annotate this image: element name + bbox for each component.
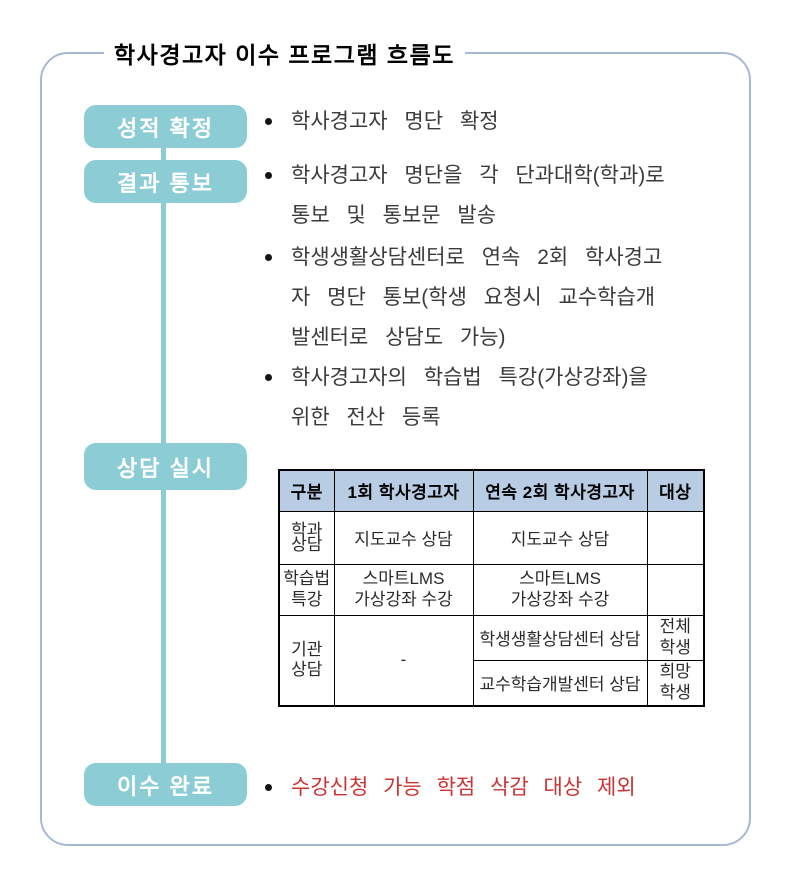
table-header-category: 구분	[278, 469, 335, 512]
note-item: 학생생활상담센터로 연속 2회 학사경고 자 명단 통보(학생 요청시 교수학습…	[265, 238, 761, 358]
table-row-institution-counseling-2: 교수학습개발센터 상담 희망 학생	[279, 659, 705, 707]
table-cell: 전체 학생	[646, 614, 705, 661]
table-cell: 학습법 특강	[278, 563, 335, 616]
bullet-icon	[265, 254, 272, 261]
note-text: 학사경고자 명단 확정	[291, 110, 499, 133]
note-item: 학사경고자의 학습법 특강(가상강좌)을 위한 전산 등록	[265, 358, 761, 438]
counseling-table: 구분 1회 학사경고자 연속 2회 학사경고자 대상 학과 상담 지도교수 상담…	[278, 469, 705, 707]
table-header-row: 구분 1회 학사경고자 연속 2회 학사경고자 대상	[278, 469, 705, 512]
table-cell: 스마트LMS 가상강좌 수강	[333, 563, 474, 616]
table-cell	[646, 510, 705, 565]
table-cell: 교수학습개발센터 상담	[472, 659, 648, 707]
table-row-dept-counseling: 학과 상담 지도교수 상담 지도교수 상담	[278, 510, 705, 565]
stage-counseling: 상담 실시	[84, 443, 247, 490]
table-cell	[646, 563, 705, 616]
counseling-table-wrapper: 구분 1회 학사경고자 연속 2회 학사경고자 대상 학과 상담 지도교수 상담…	[278, 469, 705, 707]
stage-label: 이수 완료	[116, 773, 215, 799]
table-cell: 지도교수 상담	[333, 510, 474, 565]
completion-note-text: 수강신청 가능 학점 삭감 대상 제외	[291, 776, 636, 799]
page-title: 학사경고자 이수 프로그램 흐름도	[104, 36, 465, 70]
table-cell: 학과 상담	[278, 510, 335, 565]
note-text: 학사경고자의 학습법 특강(가상강좌)을 위한 전산 등록	[291, 366, 648, 429]
stage-completion: 이수 완료	[84, 763, 247, 806]
table-header-second-warning: 연속 2회 학사경고자	[472, 469, 648, 512]
table-header-first-warning: 1회 학사경고자	[333, 469, 474, 512]
table-cell: 학생생활상담센터 상담	[472, 614, 648, 661]
bullet-icon	[265, 118, 272, 125]
table-cell: -	[333, 614, 474, 707]
table-cell: 스마트LMS 가상강좌 수강	[472, 563, 648, 616]
table-cell: 지도교수 상담	[472, 510, 648, 565]
note-text: 학생생활상담센터로 연속 2회 학사경고 자 명단 통보(학생 요청시 교수학습…	[291, 246, 663, 349]
bullet-icon	[265, 374, 272, 381]
table-row-study-lecture: 학습법 특강 스마트LMS 가상강좌 수강 스마트LMS 가상강좌 수강	[278, 563, 705, 616]
table-cell: 기관 상담	[278, 614, 335, 707]
completion-note-item: 수강신청 가능 학점 삭감 대상 제외	[265, 768, 761, 808]
table-row-institution-counseling-1: 기관 상담 - 학생생활상담센터 상담 전체 학생	[278, 614, 705, 707]
stage-result-notify: 결과 통보	[84, 160, 247, 203]
table-cell: 희망 학생	[646, 659, 705, 707]
bullet-icon	[265, 172, 272, 179]
note-text: 학사경고자 명단을 각 단과대학(학과)로 통보 및 통보문 발송	[291, 164, 665, 227]
bullet-icon	[265, 784, 272, 791]
stage-label: 성적 확정	[116, 115, 215, 141]
note-item: 학사경고자 명단을 각 단과대학(학과)로 통보 및 통보문 발송	[265, 156, 761, 236]
table-header-target: 대상	[646, 469, 705, 512]
note-item: 학사경고자 명단 확정	[265, 102, 761, 142]
stage-label: 결과 통보	[116, 170, 215, 196]
stage-label: 상담 실시	[116, 455, 215, 481]
stage-grade-finalize: 성적 확정	[84, 105, 247, 148]
